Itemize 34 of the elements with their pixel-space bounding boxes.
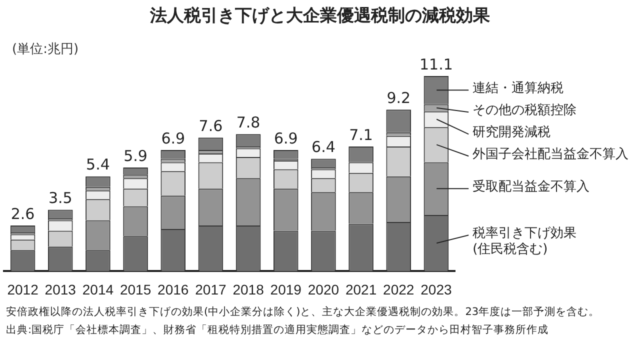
annotation: 7.6 bbox=[198, 117, 223, 136]
text: 安倍政権以降の法人税率引き下げの効果(中小企業分は除く)と、主な大企業優遇税制の効果。23年度は一部予測を含む。 bbox=[6, 305, 600, 319]
annotation: 9.2 bbox=[386, 88, 411, 107]
x-tick-label: 2023 bbox=[420, 281, 452, 298]
series-label: 受取配当益金不算入 bbox=[472, 180, 590, 195]
source-note: 出典:国税庁「会社標本調査」、財務省「租税特別措置の適用実態調査」などのデータから田村智子事務所作成 bbox=[6, 323, 549, 337]
annotation: 5.4 bbox=[86, 156, 110, 174]
x-tick-label: 2016 bbox=[158, 281, 189, 298]
text: (単位:兆円) bbox=[12, 41, 79, 58]
chart-title: 法人税引き下げと大企業優遇税制の減税効果 bbox=[149, 5, 491, 27]
x-tick-label: 2020 bbox=[308, 281, 340, 298]
x-tick-label: 2012 bbox=[7, 281, 39, 298]
series-label: 税率引き下げ効果(住民税含む) bbox=[472, 224, 577, 257]
x-tick-label: 2014 bbox=[82, 281, 114, 298]
x-tick-label: 2019 bbox=[270, 281, 302, 298]
x-tick-label: 2015 bbox=[120, 281, 152, 298]
x-tick-label: 2017 bbox=[195, 281, 226, 298]
x-tick-label: 2022 bbox=[383, 281, 414, 298]
annotation: 3.5 bbox=[48, 189, 72, 208]
series-label: 研究開発減税 bbox=[472, 125, 551, 140]
annotation: 6.9 bbox=[274, 129, 298, 148]
annotation: 7.8 bbox=[236, 114, 260, 132]
annotation: 6.4 bbox=[312, 138, 336, 156]
series-label: その他の税額控除 bbox=[472, 103, 577, 118]
x-tick-label: 2021 bbox=[345, 281, 377, 298]
annotation: 11.1 bbox=[420, 55, 453, 74]
annotation: 6.9 bbox=[161, 129, 186, 148]
x-tick-label: 2018 bbox=[232, 281, 264, 298]
series-label: 外国子会社配当益金不算入 bbox=[472, 147, 629, 162]
series-label: 連結・通算納税 bbox=[472, 81, 564, 96]
annotation: 2.6 bbox=[10, 204, 35, 223]
annotation: 5.9 bbox=[124, 146, 148, 165]
annotation: 7.1 bbox=[349, 126, 373, 144]
x-tick-label: 2013 bbox=[44, 281, 76, 298]
